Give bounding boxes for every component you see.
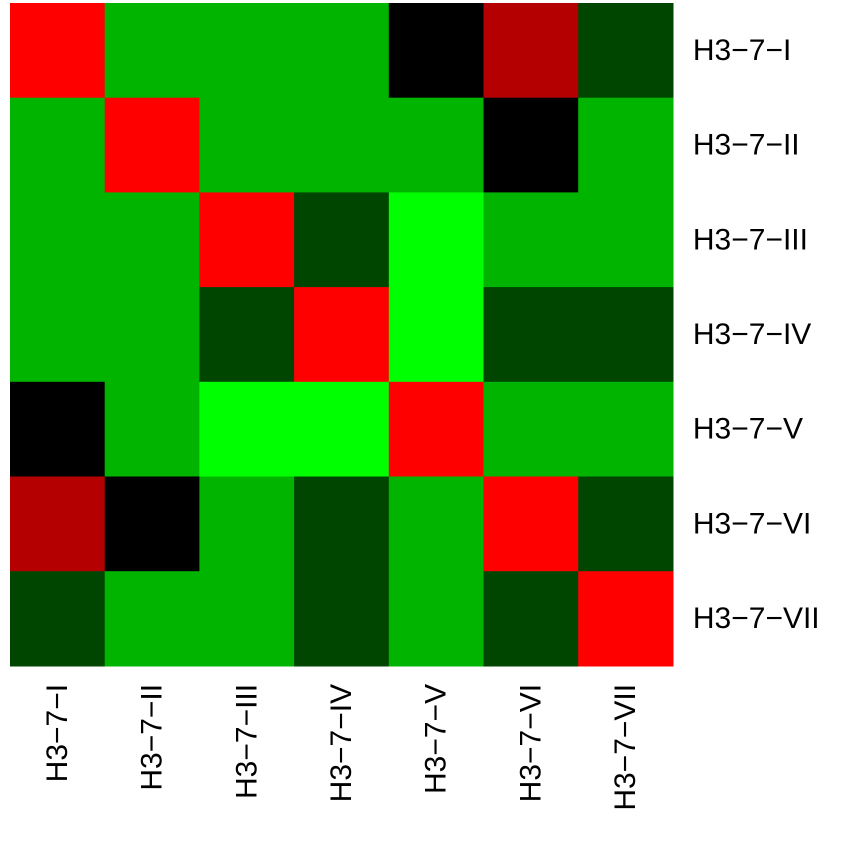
column-label-3: H3−7−III (230, 684, 263, 799)
heatmap-cell-r2-c1 (10, 97, 106, 193)
row-label-3: H3−7−III (693, 223, 808, 256)
heatmap-cell-r5-c5 (388, 381, 485, 478)
heatmap-cell-r4-c1 (10, 287, 106, 383)
heatmap-cell-r1-c7 (578, 3, 674, 99)
heatmap-cell-r5-c7 (578, 381, 674, 478)
heatmap-cell-r2-c3 (199, 97, 295, 193)
heatmap-cell-r6-c5 (388, 476, 485, 572)
row-label-2: H3−7−II (693, 129, 800, 162)
heatmap-cell-r5-c3 (199, 381, 295, 478)
heatmap-cell-r4-c4 (294, 287, 390, 383)
heatmap-cell-r5-c4 (294, 381, 390, 478)
heatmap-cell-r7-c6 (483, 571, 579, 667)
column-label-1: H3−7−I (41, 684, 74, 782)
heatmap-cell-r4-c3 (199, 287, 295, 383)
heatmap-cell-r5-c1 (10, 381, 106, 478)
heatmap-cell-r3-c4 (294, 192, 390, 288)
heatmap-cells (10, 3, 674, 667)
heatmap-cell-r3-c5 (388, 192, 485, 288)
column-label-2: H3−7−II (136, 684, 169, 791)
row-label-1: H3−7−I (693, 34, 791, 67)
heatmap-cell-r1-c4 (294, 3, 390, 99)
row-label-5: H3−7−V (693, 413, 803, 446)
heatmap-cell-r6-c6 (483, 476, 579, 572)
heatmap-cell-r1-c2 (104, 3, 200, 99)
heatmap-cell-r2-c6 (483, 97, 579, 193)
heatmap-cell-r4-c2 (104, 287, 200, 383)
column-label-5: H3−7−V (420, 684, 453, 794)
row-labels: H3−7−I H3−7−II H3−7−III H3−7−IV H3−7−V H3−7−V… (693, 34, 820, 635)
column-labels: H3−7−I H3−7−II H3−7−III H3−7−IV H3−7−V H3−7−V… (41, 684, 642, 811)
heatmap-cell-r7-c1 (10, 571, 106, 667)
heatmap-cell-r4-c6 (483, 287, 579, 383)
heatmap-cell-r7-c7 (578, 571, 674, 667)
heatmap-cell-r7-c5 (388, 571, 485, 667)
heatmap-cell-r3-c2 (104, 192, 200, 288)
heatmap-cell-r6-c2 (104, 476, 200, 572)
row-label-7: H3−7−VII (693, 602, 820, 635)
heatmap-cell-r1-c6 (483, 3, 579, 99)
heatmap-cell-r4-c7 (578, 287, 674, 383)
heatmap-cell-r7-c2 (104, 571, 200, 667)
heatmap-cell-r7-c4 (294, 571, 390, 667)
heatmap-cell-r1-c3 (199, 3, 295, 99)
row-label-4: H3−7−IV (693, 318, 811, 351)
heatmap-cell-r6-c7 (578, 476, 674, 572)
heatmap-cell-r3-c6 (483, 192, 579, 288)
row-label-6: H3−7−VI (693, 507, 811, 540)
heatmap-cell-r6-c4 (294, 476, 390, 572)
heatmap-cell-r1-c5 (388, 3, 485, 99)
heatmap-cell-r2-c2 (104, 97, 200, 193)
heatmap-cell-r2-c5 (388, 97, 485, 193)
heatmap-cell-r6-c1 (10, 476, 106, 572)
heatmap-cell-r5-c6 (483, 381, 579, 478)
heatmap-cell-r2-c4 (294, 97, 390, 193)
heatmap-cell-r3-c3 (199, 192, 295, 288)
column-label-4: H3−7−IV (325, 684, 358, 802)
column-label-7: H3−7−VII (609, 684, 642, 811)
heatmap-cell-r3-c1 (10, 192, 106, 288)
heatmap-cell-r4-c5 (388, 287, 485, 383)
heatmap-cell-r5-c2 (104, 381, 200, 478)
heatmap-cell-r6-c3 (199, 476, 295, 572)
heatmap-cell-r1-c1 (10, 3, 106, 99)
heatmap-cell-r3-c7 (578, 192, 674, 288)
heatmap-cell-r2-c7 (578, 97, 674, 193)
heatmap-cell-r7-c3 (199, 571, 295, 667)
column-label-6: H3−7−VI (514, 684, 547, 802)
